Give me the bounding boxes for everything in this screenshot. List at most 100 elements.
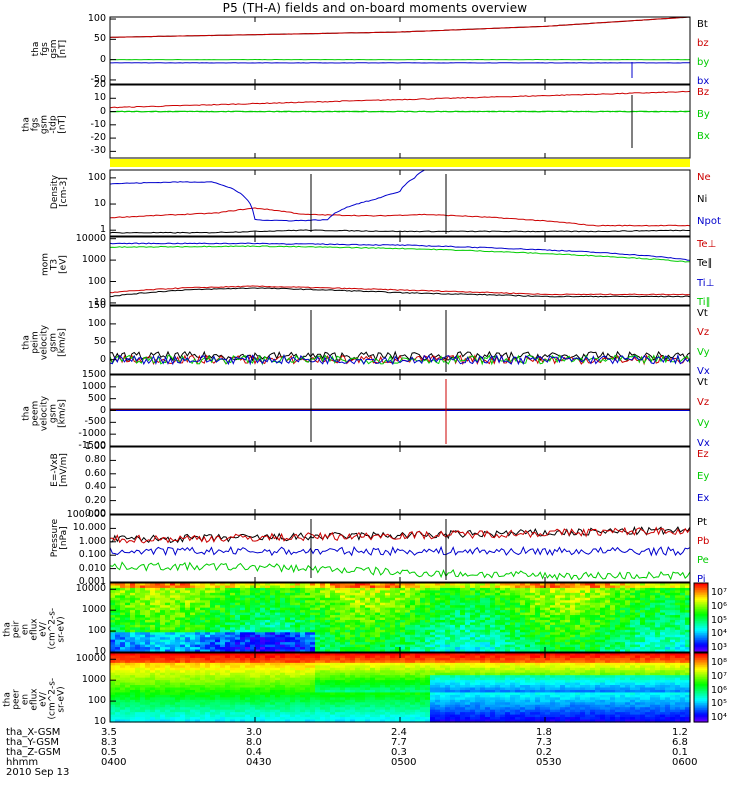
- spectrogram-cell: [320, 627, 326, 631]
- spectrogram-cell: [505, 642, 511, 646]
- spectrogram-cell: [470, 637, 476, 641]
- spectrogram-cell: [355, 583, 361, 587]
- spectrogram-cell: [265, 660, 271, 664]
- spectrogram-cell: [540, 583, 546, 587]
- spectrogram-cell: [360, 660, 366, 664]
- spectrogram-cell: [430, 592, 436, 596]
- spectrogram-cell: [120, 660, 126, 664]
- spectrogram-cell: [265, 592, 271, 596]
- spectrogram-cell: [160, 702, 166, 706]
- spectrogram-cell: [350, 714, 356, 718]
- spectrogram-cell: [275, 694, 281, 698]
- spectrogram-cell: [470, 627, 476, 631]
- spectrogram-cell: [130, 590, 136, 594]
- spectrogram-cell: [480, 592, 486, 596]
- spectrogram-cell: [665, 639, 671, 643]
- spectrogram-cell: [150, 595, 156, 599]
- spectrogram-cell: [520, 632, 526, 636]
- spectrogram-cell: [280, 653, 286, 657]
- spectrogram-cell: [585, 627, 591, 631]
- spectrogram-cell: [595, 592, 601, 596]
- spectrogram-cell: [255, 655, 261, 659]
- spectrogram-cell: [300, 655, 306, 659]
- spectrogram-cell: [415, 619, 421, 624]
- spectrogram-cell: [280, 634, 286, 638]
- spectrogram-cell: [185, 699, 191, 703]
- spectrogram-cell: [235, 704, 241, 708]
- spectrogram-cell: [400, 642, 406, 646]
- spectrogram-cell: [645, 647, 651, 651]
- spectrogram-cell: [305, 632, 311, 636]
- spectrogram-cell: [530, 649, 536, 653]
- spectrogram-cell: [600, 610, 606, 614]
- colorbar-segment: [694, 645, 708, 648]
- spectrogram-cell: [170, 615, 176, 619]
- spectrogram-cell: [305, 619, 311, 624]
- spectrogram-cell: [620, 597, 626, 601]
- spectrogram-cell: [680, 647, 686, 651]
- spectrogram-cell: [435, 627, 441, 631]
- spectrogram-cell: [305, 639, 311, 643]
- spectrogram-cell: [585, 605, 591, 609]
- spectrogram-cell: [135, 587, 141, 591]
- spectrogram-cell: [340, 642, 346, 646]
- spectrogram-cell: [170, 637, 176, 641]
- spectrogram-cell: [205, 647, 211, 651]
- spectrogram-cell: [325, 597, 331, 601]
- spectrogram-cell: [315, 624, 321, 628]
- spectrogram-cell: [415, 602, 421, 606]
- spectrogram-cell: [455, 602, 461, 606]
- spectrogram-cell: [125, 590, 131, 594]
- spectrogram-cell: [280, 665, 286, 669]
- spectrogram-cell: [200, 657, 206, 661]
- spectrogram-cell: [495, 607, 501, 611]
- spectrogram-cell: [155, 587, 161, 591]
- spectrogram-cell: [370, 587, 376, 591]
- spectrogram-cell: [140, 685, 146, 689]
- spectrogram-cell: [185, 719, 191, 723]
- spectrogram-cell: [520, 605, 526, 609]
- spectrogram-cell: [680, 607, 686, 611]
- spectrogram-cell: [240, 709, 246, 713]
- spectrogram-cell: [605, 637, 611, 641]
- spectrogram-cell: [500, 597, 506, 601]
- spectrogram-cell: [360, 644, 366, 648]
- spectrogram-cell: [315, 602, 321, 606]
- spectrogram-cell: [520, 617, 526, 621]
- spectrogram-cell: [320, 667, 326, 671]
- spectrogram-cell: [210, 642, 216, 646]
- spectrogram-cell: [670, 605, 676, 609]
- spectrogram-cell: [435, 617, 441, 621]
- spectrogram-cell: [500, 615, 506, 619]
- spectrogram-cell: [210, 605, 216, 609]
- spectrogram-cell: [500, 592, 506, 596]
- spectrogram-cell: [645, 600, 651, 604]
- spectrogram-cell: [130, 642, 136, 646]
- spectrogram-cell: [365, 653, 371, 657]
- spectrogram-cell: [615, 647, 621, 651]
- spectrogram-cell: [190, 687, 196, 691]
- spectrogram-cell: [325, 670, 331, 674]
- spectrogram-cell: [265, 657, 271, 661]
- spectrogram-cell: [195, 692, 201, 696]
- spectrogram-cell: [305, 607, 311, 611]
- spectrogram-cell: [310, 670, 316, 674]
- spectrogram-cell: [445, 595, 451, 599]
- spectrogram-cell: [625, 647, 631, 651]
- spectrogram-cell: [185, 639, 191, 643]
- colorbar-segment: [694, 624, 708, 627]
- spectrogram-cell: [160, 657, 166, 661]
- spectrogram-cell: [535, 624, 541, 628]
- spectrogram-cell: [145, 632, 151, 636]
- spectrogram-cell: [330, 627, 336, 631]
- spectrogram-cell: [355, 639, 361, 643]
- spectrogram-cell: [250, 665, 256, 669]
- spectrogram-cell: [600, 612, 606, 616]
- spectrogram-cell: [415, 647, 421, 651]
- spectrogram-cell: [550, 632, 556, 636]
- spectrogram-cell: [415, 612, 421, 616]
- spectrogram-cell: [465, 634, 471, 638]
- spectrogram-cell: [235, 639, 241, 643]
- spectrogram-cell: [180, 639, 186, 643]
- spectrogram-cell: [205, 665, 211, 669]
